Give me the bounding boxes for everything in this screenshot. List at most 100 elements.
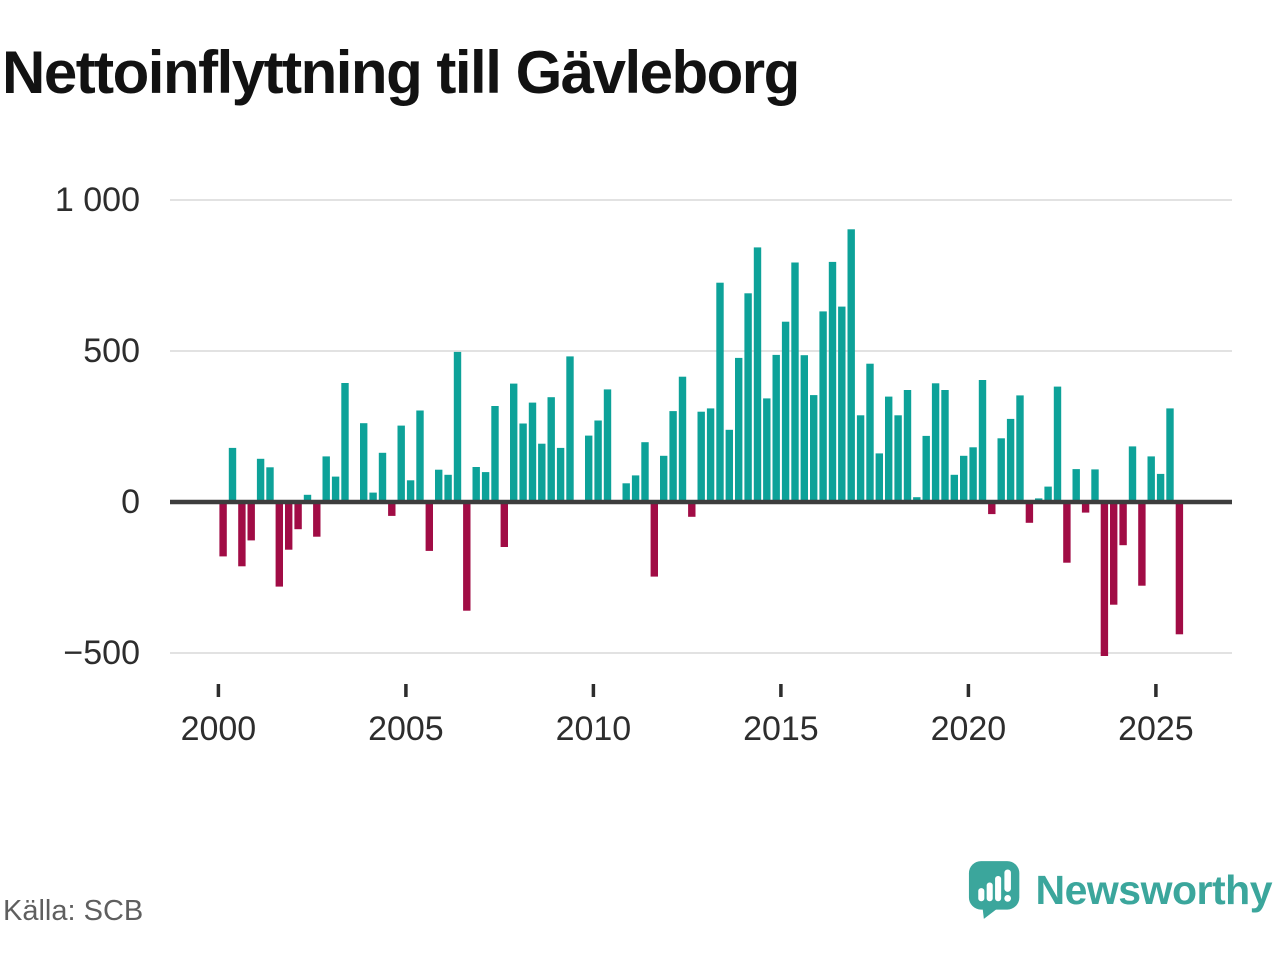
- bar-2015-q2: [791, 262, 799, 502]
- bar-2008-q2: [528, 402, 537, 502]
- newsworthy-logo-text: Newsworthy: [1035, 866, 1273, 913]
- bar-2011-q4: [660, 455, 668, 502]
- bar-2004-q2: [378, 452, 387, 502]
- bar-2013-q2: [716, 282, 724, 502]
- bar-2009-q1: [556, 447, 565, 502]
- bar-2007-q1: [481, 472, 490, 502]
- bar-2013-q1: [706, 408, 715, 502]
- bar-2017-q2: [866, 363, 874, 502]
- bar-2022-q3: [1063, 502, 1071, 563]
- bar-2008-q1: [519, 423, 527, 502]
- bar-2017-q4: [885, 396, 893, 502]
- bar-2011-q3: [650, 502, 658, 577]
- bar-2019-q4: [960, 455, 968, 502]
- bar-2023-q3: [1100, 502, 1109, 656]
- bar-2012-q4: [697, 411, 705, 502]
- bar-2010-q2: [603, 389, 612, 502]
- source-note: Källa: SCB: [3, 895, 144, 927]
- bar-2001-q2: [266, 467, 274, 502]
- bar-2025-q2: [1166, 408, 1174, 502]
- bar-2010-q4: [622, 483, 630, 502]
- x-tick-label: 2000: [181, 710, 257, 748]
- bar-2023-q4: [1110, 502, 1118, 605]
- chart-title: Nettoinflyttning till Gävleborg: [2, 39, 800, 106]
- bar-2020-q4: [997, 438, 1005, 502]
- bar-2018-q3: [913, 497, 921, 502]
- y-tick-label: 1 000: [55, 181, 140, 219]
- bar-2020-q1: [969, 447, 977, 502]
- bar-2007-q4: [510, 383, 518, 502]
- x-tick-label: 2010: [556, 710, 632, 748]
- bar-2005-q2: [416, 410, 424, 502]
- bar-2003-q4: [360, 423, 368, 502]
- x-tick-label: 2020: [931, 710, 1007, 748]
- y-tick-label: 0: [121, 483, 140, 521]
- bar-2008-q3: [538, 443, 546, 502]
- bar-2001-q3: [275, 502, 283, 587]
- bar-2018-q1: [894, 415, 902, 502]
- bar-2015-q3: [800, 355, 808, 502]
- bar-2010-q1: [594, 420, 602, 502]
- bar-2017-q1: [856, 415, 865, 502]
- y-tick-label: 500: [83, 332, 140, 370]
- bar-2014-q4: [772, 354, 780, 502]
- bar-2022-q4: [1072, 469, 1080, 502]
- bar-2002-q3: [313, 502, 321, 537]
- bar-2004-q3: [388, 502, 396, 516]
- bar-2007-q2: [491, 406, 499, 502]
- bar-2021-q2: [1016, 395, 1024, 502]
- bar-2015-q1: [781, 321, 790, 502]
- bar-2004-q4: [397, 425, 405, 502]
- bar-2024-q2: [1128, 446, 1137, 502]
- bar-2013-q3: [725, 429, 733, 502]
- bar-2018-q2: [903, 390, 912, 502]
- y-tick-label: −500: [63, 634, 140, 672]
- bar-2012-q3: [688, 502, 696, 517]
- bar-2018-q4: [922, 435, 930, 502]
- bar-2011-q2: [641, 442, 649, 502]
- bar-2001-q4: [285, 502, 293, 550]
- bar-2013-q4: [735, 357, 743, 502]
- bar-2024-q1: [1119, 502, 1127, 546]
- bar-2000-q1: [219, 502, 227, 557]
- bar-2005-q4: [435, 469, 443, 502]
- bar-2016-q3: [838, 306, 846, 502]
- bar-2000-q4: [247, 502, 255, 541]
- bar-2019-q3: [950, 474, 958, 502]
- bar-2025-q3: [1175, 502, 1184, 635]
- bar-2021-q1: [1006, 418, 1015, 502]
- bar-2005-q3: [425, 502, 433, 551]
- bar-2004-q1: [369, 492, 377, 502]
- bar-2009-q4: [585, 435, 593, 502]
- bar-2007-q3: [500, 502, 508, 547]
- bar-2017-q3: [875, 453, 883, 502]
- bar-2009-q2: [566, 356, 574, 502]
- bar-2014-q2: [753, 247, 762, 502]
- bar-2021-q3: [1025, 502, 1034, 523]
- bar-2019-q1: [931, 383, 940, 502]
- bar-2006-q3: [463, 502, 471, 611]
- bar-2012-q1: [669, 411, 677, 502]
- bar-2016-q2: [828, 261, 837, 502]
- bar-2003-q1: [331, 476, 340, 502]
- bar-2025-q1: [1156, 473, 1165, 502]
- bar-2000-q3: [238, 502, 246, 567]
- bar-2023-q2: [1091, 469, 1099, 502]
- bar-2002-q2: [303, 494, 312, 502]
- bar-2022-q2: [1053, 386, 1062, 502]
- bar-2014-q3: [763, 398, 771, 502]
- bar-2014-q1: [744, 293, 752, 502]
- bar-2003-q2: [341, 383, 349, 502]
- bar-2020-q2: [978, 380, 987, 502]
- newsworthy-logo: Newsworthy: [968, 860, 1273, 920]
- bar-2024-q3: [1138, 502, 1146, 586]
- bar-2023-q1: [1081, 502, 1090, 513]
- bar-2015-q4: [810, 395, 818, 502]
- x-tick-label: 2005: [368, 710, 444, 748]
- x-tick-label: 2025: [1118, 710, 1194, 748]
- bar-2019-q2: [941, 390, 949, 502]
- bar-2024-q4: [1147, 456, 1155, 502]
- x-tick-label: 2015: [743, 710, 819, 748]
